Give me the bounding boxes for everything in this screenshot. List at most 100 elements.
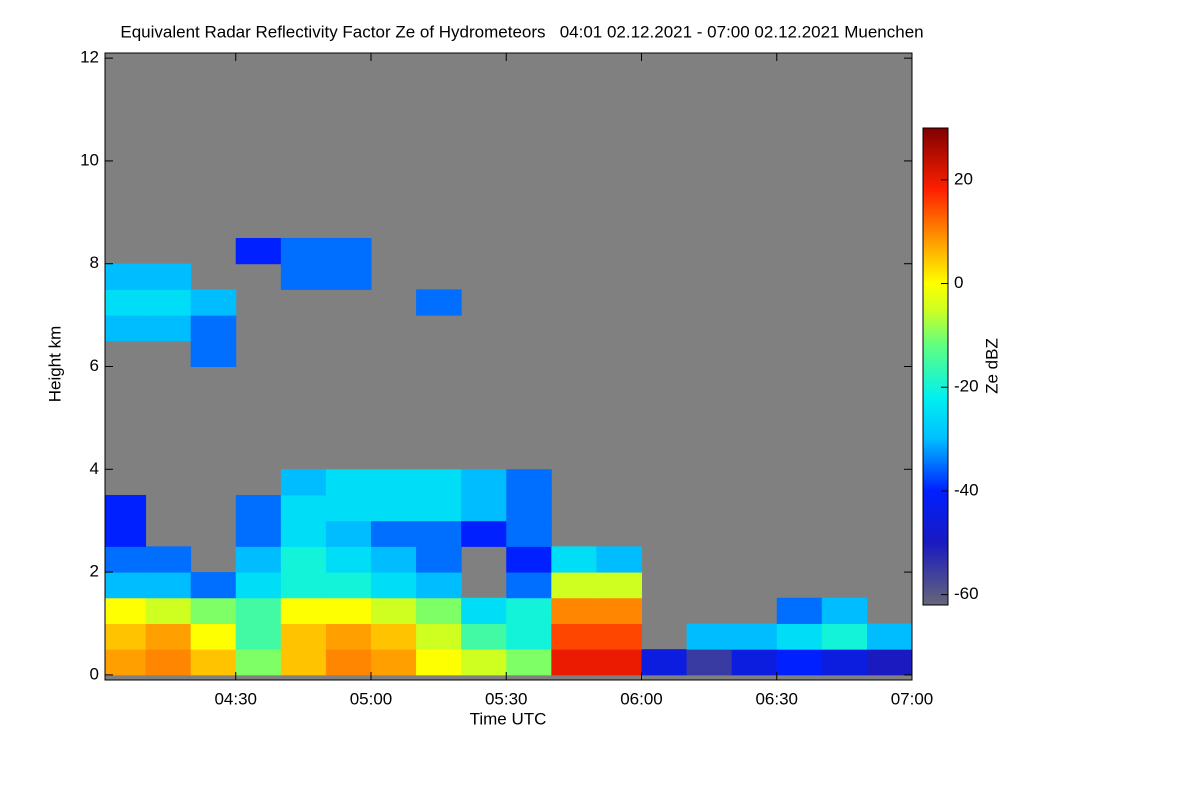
y-axis-label: Height km xyxy=(45,326,64,403)
heatmap-cell xyxy=(105,572,147,599)
heatmap-cell xyxy=(280,494,327,522)
heatmap-cell xyxy=(596,649,642,676)
y-tick-label: 4 xyxy=(90,459,99,478)
heatmap-cell xyxy=(416,623,462,650)
heatmap-cell xyxy=(280,469,327,496)
heatmap-cell xyxy=(105,494,147,522)
heatmap-cell xyxy=(416,597,462,624)
heatmap-cell xyxy=(325,263,372,290)
heatmap-cell xyxy=(325,649,372,676)
heatmap-cell xyxy=(551,623,597,650)
colorbar-tick-label: -60 xyxy=(954,584,979,603)
heatmap-cell xyxy=(235,649,282,676)
heatmap-cell xyxy=(105,520,147,547)
y-tick-label: 12 xyxy=(80,48,99,67)
heatmap-cell xyxy=(370,494,417,522)
heatmap-cell xyxy=(370,649,417,676)
heatmap-cell xyxy=(776,597,823,624)
heatmap-cell xyxy=(325,520,372,547)
colorbar xyxy=(922,127,949,606)
heatmap-cell xyxy=(461,649,507,676)
heatmap-cell xyxy=(235,597,282,624)
heatmap-cell xyxy=(776,623,823,650)
x-tick-label: 04:30 xyxy=(214,689,257,708)
heatmap-cell xyxy=(105,597,147,624)
heatmap-cell xyxy=(190,315,237,342)
heatmap-cell xyxy=(551,572,597,599)
x-tick-label: 05:30 xyxy=(485,689,528,708)
heatmap-cell xyxy=(105,623,147,650)
heatmap-cell xyxy=(105,546,147,573)
heatmap-cell xyxy=(416,572,462,599)
heatmap-cell xyxy=(280,597,327,624)
heatmap-cell xyxy=(280,546,327,573)
heatmap-cell xyxy=(190,340,237,367)
heatmap-cell xyxy=(235,572,282,599)
heatmap-cell xyxy=(416,520,462,547)
x-tick-label: 07:00 xyxy=(891,689,934,708)
chart-title: Equivalent Radar Reflectivity Factor Ze … xyxy=(120,22,923,41)
colorbar-tick-label: 20 xyxy=(954,169,973,188)
heatmap-cell xyxy=(325,572,372,599)
heatmap-cell xyxy=(145,263,192,290)
heatmap-cell xyxy=(235,520,282,547)
heatmap-cell xyxy=(105,315,147,342)
heatmap-cell xyxy=(325,546,372,573)
heatmap-cell xyxy=(190,649,237,676)
heatmap-cell xyxy=(551,546,597,573)
heatmap-cell xyxy=(370,572,417,599)
heatmap-cell xyxy=(731,649,778,676)
heatmap-cell xyxy=(731,623,778,650)
y-tick-label: 8 xyxy=(90,253,99,272)
colorbar-tick-label: -20 xyxy=(954,377,979,396)
heatmap-cell xyxy=(190,572,237,599)
heatmap-cell xyxy=(280,520,327,547)
heatmap-cell xyxy=(370,469,417,496)
heatmap-cell xyxy=(235,623,282,650)
x-tick-label: 05:00 xyxy=(350,689,393,708)
heatmap-cell xyxy=(145,649,192,676)
heatmap-cell xyxy=(105,649,147,676)
heatmap-cell xyxy=(190,289,237,316)
heatmap-cell xyxy=(821,649,868,676)
heatmap-cell xyxy=(370,546,417,573)
heatmap-cell xyxy=(235,494,282,522)
heatmap-cell xyxy=(145,597,192,624)
x-tick-label: 06:30 xyxy=(755,689,798,708)
heatmap-cell xyxy=(686,623,733,650)
heatmap-cell xyxy=(506,469,552,496)
heatmap-cell xyxy=(596,546,642,573)
heatmap-cell xyxy=(506,572,552,599)
heatmap-cell xyxy=(461,623,507,650)
heatmap-cell xyxy=(461,597,507,624)
heatmap-cell xyxy=(641,649,688,676)
heatmap-cell xyxy=(506,494,552,522)
heatmap-cell xyxy=(596,623,642,650)
heatmap-cell xyxy=(506,546,552,573)
heatmap-cell xyxy=(506,649,552,676)
heatmap-cell xyxy=(370,597,417,624)
colorbar-tick-label: -40 xyxy=(954,480,979,499)
y-tick-label: 10 xyxy=(80,150,99,169)
heatmap-cell xyxy=(596,572,642,599)
heatmap-cell xyxy=(416,289,462,316)
colorbar-tick-label: 0 xyxy=(954,273,963,292)
heatmap-cell xyxy=(235,546,282,573)
heatmap-cell xyxy=(506,520,552,547)
heatmap-cell xyxy=(105,289,147,316)
heatmap-cell xyxy=(596,597,642,624)
x-tick-label: 06:00 xyxy=(620,689,663,708)
y-tick-label: 0 xyxy=(90,664,99,683)
heatmap-cell xyxy=(461,520,507,547)
heatmap-cell xyxy=(370,520,417,547)
heatmap-cell xyxy=(461,469,507,496)
heatmap-cell xyxy=(325,238,372,265)
heatmap-cell xyxy=(280,572,327,599)
heatmap-cell xyxy=(866,623,912,650)
heatmap-cell xyxy=(686,649,733,676)
heatmap-cell xyxy=(325,623,372,650)
heatmap-cell xyxy=(190,597,237,624)
heatmap-cell xyxy=(325,469,372,496)
heatmap-cell xyxy=(506,623,552,650)
heatmap-cell xyxy=(866,649,912,676)
